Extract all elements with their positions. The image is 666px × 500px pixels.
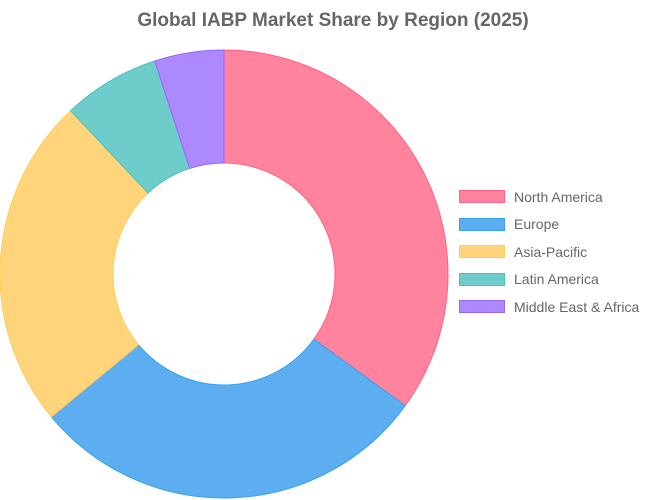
slice-asia-pacific[interactable] [0,110,149,418]
legend-label: Europe [514,216,560,233]
slice-north-america[interactable] [223,49,449,407]
legend-item-asia-pacific[interactable]: Asia-Pacific [459,238,639,266]
legend-swatch [459,272,505,286]
legend-swatch [459,300,505,314]
legend-label: Asia-Pacific [514,243,588,260]
slice-europe[interactable] [50,338,406,499]
legend-label: Middle East & Africa [514,298,640,315]
legend-item-north-america[interactable]: North America [459,183,639,211]
legend-swatch [459,217,505,231]
slice-middle-east-africa[interactable] [154,49,225,170]
chart-title: Global IABP Market Share by Region (2025… [137,10,529,31]
legend-label: North America [514,188,603,205]
legend-swatch [459,245,505,259]
legend-label: Latin America [514,271,599,288]
legend-item-europe[interactable]: Europe [459,211,639,239]
legend-swatch [459,190,505,204]
legend-item-middle-east-africa[interactable]: Middle East & Africa [459,293,639,321]
legend-item-latin-america[interactable]: Latin America [459,266,639,294]
chart-legend: North America Europe Asia-Pacific Latin Ame… [459,183,639,321]
